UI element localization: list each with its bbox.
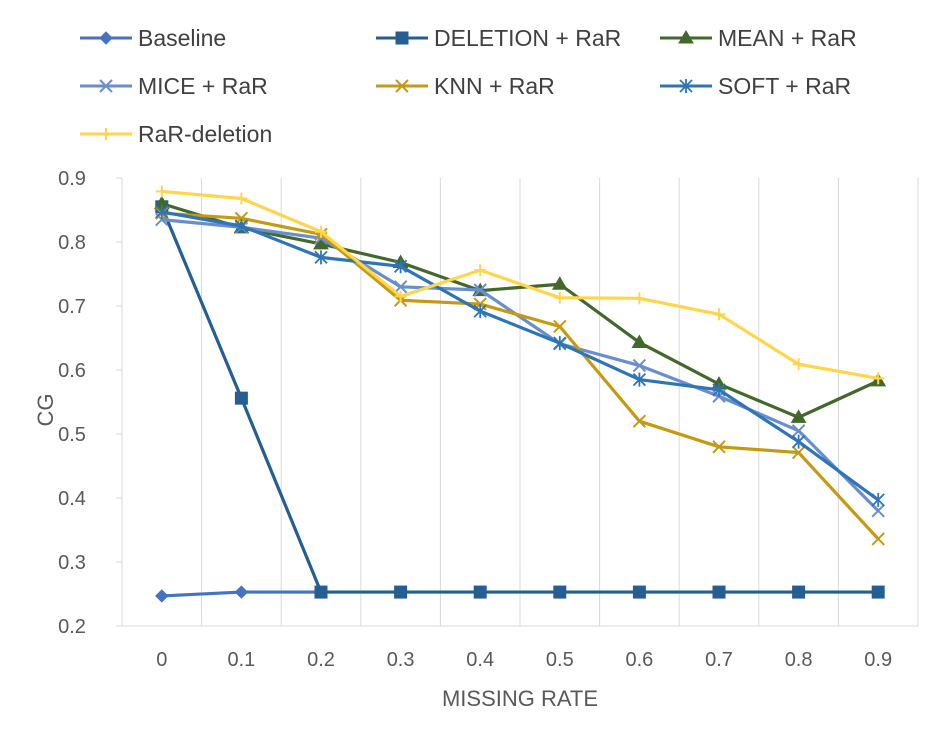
series-line (160, 206, 879, 594)
data-point-square (792, 585, 806, 599)
legend-item: MEAN + RaR (660, 25, 857, 51)
y-axis-title: CG (33, 394, 58, 427)
series-4 (155, 206, 885, 546)
data-point-square (394, 585, 408, 599)
data-point-x (395, 79, 409, 93)
x-axis-title: MISSING RATE (442, 686, 598, 711)
legend-label: MICE + RaR (138, 73, 268, 99)
data-point-asterisk (871, 492, 885, 507)
legend-item: RaR-deletion (80, 121, 272, 147)
legend-label: SOFT + RaR (718, 73, 851, 99)
legend-item: MICE + RaR (80, 73, 268, 99)
data-point-triangle (678, 30, 694, 44)
data-point-square (314, 585, 328, 599)
y-tick-label: 0.8 (58, 232, 86, 254)
data-point-asterisk (679, 79, 693, 93)
data-point-plus (100, 128, 112, 140)
y-tick-label: 0.9 (58, 168, 86, 190)
data-point-plus (235, 192, 248, 205)
data-point-square (395, 31, 409, 45)
x-tick-label: 0.6 (625, 649, 653, 671)
series-line (161, 202, 879, 419)
x-tick-label: 0.8 (785, 649, 813, 671)
data-point-triangle (551, 276, 568, 290)
data-point-plus (155, 185, 168, 198)
data-point-x (632, 358, 647, 373)
x-tick-label: 0.3 (387, 649, 415, 671)
y-tick-label: 0.7 (58, 296, 86, 318)
data-point-asterisk (314, 250, 328, 265)
data-point-x (791, 424, 806, 438)
data-point-diamond (99, 31, 113, 45)
x-tick-label: 0.2 (307, 649, 335, 671)
x-tick-label: 0.9 (864, 649, 892, 671)
data-point-diamond (155, 589, 169, 603)
series-line (161, 210, 880, 502)
data-point-square (712, 585, 726, 599)
data-point-square (553, 585, 567, 599)
legend-item: DELETION + RaR (376, 25, 621, 51)
legend: Baseline DELETION + RaR MEAN + RaR MICE + R… (80, 25, 857, 147)
x-tick-label: 0.4 (466, 649, 494, 671)
data-point-plus (633, 292, 646, 305)
data-point-diamond (234, 585, 249, 599)
data-point-plus (553, 291, 566, 304)
x-tick-label: 0.1 (227, 649, 255, 671)
legend-label: MEAN + RaR (718, 25, 857, 51)
data-point-plus (792, 358, 805, 371)
series-5 (155, 204, 885, 507)
data-point-plus (394, 290, 407, 303)
y-tick-label: 0.3 (58, 552, 86, 574)
series-layer (153, 185, 887, 603)
data-point-x (712, 440, 726, 454)
legend-label: Baseline (138, 25, 226, 51)
data-point-asterisk (473, 304, 487, 319)
legend-item: Baseline (80, 25, 226, 51)
data-point-square (632, 585, 646, 599)
y-tick-label: 0.6 (58, 360, 86, 382)
data-point-asterisk (393, 259, 408, 274)
y-tick-label: 0.2 (58, 616, 86, 638)
series-line (161, 211, 880, 541)
data-point-plus (872, 372, 885, 385)
legend-label: RaR-deletion (138, 121, 272, 147)
axes: 0.2 0.3 0.4 0.5 0.6 0.7 0.8 0.9 0 0.1 0.2 0.3 0.4 0.5… (58, 168, 918, 671)
data-point-square (871, 585, 885, 599)
data-point-triangle (631, 334, 648, 348)
data-point-asterisk (632, 372, 647, 387)
data-point-plus (713, 308, 725, 321)
data-point-square (473, 585, 487, 599)
legend-label: DELETION + RaR (434, 25, 621, 51)
x-tick-label: 0.7 (705, 649, 733, 671)
y-tick-label: 0.5 (58, 424, 86, 446)
series-line (161, 189, 879, 380)
data-point-x (473, 283, 487, 297)
series-0 (155, 585, 328, 603)
data-point-triangle (790, 409, 807, 423)
legend-label: KNN + RaR (434, 73, 555, 99)
y-tick-label: 0.4 (58, 488, 86, 510)
data-point-asterisk (155, 204, 169, 219)
data-point-x (553, 319, 567, 334)
legend-item: KNN + RaR (376, 73, 555, 99)
data-point-asterisk (791, 434, 806, 449)
data-point-asterisk (553, 336, 567, 351)
x-tick-label: 0.5 (546, 649, 574, 671)
data-point-x (393, 280, 408, 294)
data-point-plus (474, 264, 487, 277)
legend-item: SOFT + RaR (660, 73, 851, 99)
data-point-x (632, 414, 647, 428)
data-point-asterisk (234, 219, 249, 233)
data-point-x (871, 504, 885, 518)
x-tick-label: 0 (156, 649, 167, 671)
series-6 (155, 185, 885, 385)
data-point-asterisk (712, 382, 726, 397)
data-point-x (871, 532, 885, 546)
data-point-x (791, 445, 806, 460)
data-point-plus (315, 225, 327, 238)
data-point-square (234, 391, 248, 405)
data-point-x (99, 79, 113, 93)
